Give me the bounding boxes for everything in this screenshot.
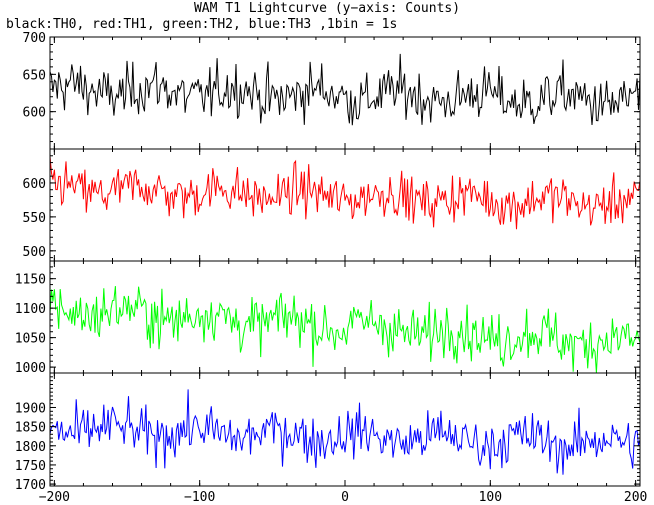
ytick-label-th3: 1800: [15, 440, 46, 455]
ytick-label-th2: 1050: [15, 332, 46, 347]
ytick-label-th2: 1100: [15, 302, 46, 317]
ytick-label-th3: 1850: [15, 421, 46, 436]
ytick-label-th1: 550: [23, 211, 46, 226]
ytick-label-th0: 650: [23, 68, 46, 83]
ytick-label-th3: 1750: [15, 459, 46, 474]
xtick-label: 0: [341, 490, 349, 505]
series-th3: [49, 389, 641, 475]
ytick-label-th2: 1150: [15, 273, 46, 288]
xtick-label: 100: [479, 490, 502, 505]
ytick-label-th3: 1700: [15, 478, 46, 493]
xtick-label: −100: [184, 490, 215, 505]
chart-title: WAM T1 Lightcurve (y−axis: Counts): [193, 1, 461, 16]
chart-subtitle: black:TH0, red:TH1, green:TH2, blue:TH3 …: [6, 17, 398, 32]
series-th0: [49, 53, 641, 126]
ytick-label-th1: 500: [23, 245, 46, 260]
ytick-label-th0: 600: [23, 106, 46, 121]
ytick-label-th0: 700: [23, 31, 46, 46]
ytick-label-th1: 600: [23, 177, 46, 192]
panel-frame-th2: [49, 260, 641, 374]
panel-frame-th3: [49, 372, 641, 487]
xtick-label: −200: [39, 490, 70, 505]
ytick-label-th2: 1000: [15, 361, 46, 376]
series-th2: [49, 286, 641, 374]
xtick-label: 200: [624, 490, 647, 505]
series-th1: [49, 156, 641, 230]
panel-frame-th1: [49, 148, 641, 262]
ytick-label-th3: 1900: [15, 401, 46, 416]
